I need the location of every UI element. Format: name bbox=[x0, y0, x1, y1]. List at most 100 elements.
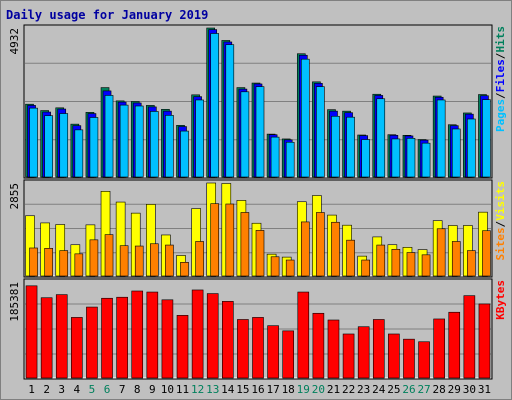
x-tick-day-17: 17 bbox=[266, 383, 279, 396]
bar-sites-day-24 bbox=[376, 244, 386, 277]
bar-pages-day-11 bbox=[180, 130, 189, 178]
bar-pages-day-15 bbox=[240, 91, 250, 178]
legend-visits: Visits bbox=[494, 181, 507, 221]
series-legend-kbytes: KBytes bbox=[494, 280, 507, 320]
bar-kbytes-day-1 bbox=[25, 285, 38, 379]
legend-files: Files bbox=[494, 59, 507, 92]
x-tick-day-6: 6 bbox=[104, 383, 111, 396]
bar-kbytes-day-15 bbox=[237, 319, 249, 379]
legend-hits: Hits bbox=[494, 26, 507, 53]
x-tick-day-19: 19 bbox=[297, 383, 310, 396]
bar-kbytes-day-8 bbox=[131, 290, 144, 379]
bar-kbytes-day-30 bbox=[463, 295, 476, 379]
x-tick-day-24: 24 bbox=[372, 383, 386, 396]
bar-sites-day-14 bbox=[225, 203, 235, 277]
bar-sites-day-28 bbox=[436, 228, 446, 277]
bar-pages-day-23 bbox=[361, 139, 370, 178]
x-tick-day-21: 21 bbox=[327, 383, 340, 396]
bar-pages-day-27 bbox=[421, 142, 431, 178]
bar-sites-day-18 bbox=[285, 259, 295, 277]
ymax-label-traffic: 4932 bbox=[8, 28, 21, 55]
bar-sites-day-30 bbox=[467, 250, 476, 277]
bar-pages-day-19 bbox=[300, 58, 310, 178]
series-legend-visits: Sites/Visits bbox=[494, 181, 507, 261]
bar-kbytes-day-23 bbox=[357, 326, 370, 379]
x-tick-day-1: 1 bbox=[28, 383, 35, 396]
x-tick-day-14: 14 bbox=[221, 383, 235, 396]
legend-separator: / bbox=[494, 53, 507, 60]
bar-kbytes-day-28 bbox=[433, 318, 445, 379]
legend-separator: / bbox=[494, 221, 507, 228]
x-tick-day-3: 3 bbox=[58, 383, 65, 396]
bar-pages-day-9 bbox=[150, 111, 159, 178]
bar-pages-day-17 bbox=[270, 136, 280, 178]
legend-pages: Pages bbox=[494, 99, 507, 132]
bar-pages-day-28 bbox=[436, 99, 446, 178]
bar-pages-day-18 bbox=[285, 141, 295, 178]
bar-sites-day-20 bbox=[316, 212, 325, 277]
bar-sites-day-27 bbox=[421, 254, 431, 277]
x-tick-day-28: 28 bbox=[433, 383, 446, 396]
bar-pages-day-7 bbox=[119, 104, 129, 178]
bar-pages-day-21 bbox=[331, 115, 340, 178]
x-tick-day-11: 11 bbox=[176, 383, 189, 396]
x-tick-day-9: 9 bbox=[149, 383, 156, 396]
chart-title: Daily usage for January 2019 bbox=[6, 8, 208, 22]
x-tick-day-23: 23 bbox=[357, 383, 370, 396]
x-tick-day-27: 27 bbox=[417, 383, 430, 396]
bar-kbytes-day-12 bbox=[191, 289, 204, 379]
bar-kbytes-day-24 bbox=[372, 319, 385, 379]
bar-kbytes-day-18 bbox=[282, 330, 294, 379]
bar-pages-day-6 bbox=[104, 95, 114, 178]
bar-sites-day-17 bbox=[270, 256, 280, 277]
legend-kbytes: KBytes bbox=[494, 280, 507, 320]
bar-sites-day-11 bbox=[180, 262, 189, 277]
bar-kbytes-day-4 bbox=[71, 317, 83, 379]
bar-pages-day-30 bbox=[467, 118, 476, 178]
bar-pages-day-1 bbox=[29, 107, 38, 178]
bar-sites-day-19 bbox=[300, 221, 310, 277]
bar-sites-day-5 bbox=[89, 239, 99, 277]
bar-kbytes-day-27 bbox=[418, 341, 430, 379]
x-tick-day-31: 31 bbox=[478, 383, 491, 396]
bar-kbytes-day-31 bbox=[478, 303, 491, 379]
bar-pages-day-4 bbox=[74, 129, 84, 178]
bar-pages-day-16 bbox=[255, 86, 265, 178]
x-tick-day-25: 25 bbox=[387, 383, 400, 396]
legend-sites: Sites bbox=[494, 227, 507, 260]
x-tick-day-12: 12 bbox=[191, 383, 204, 396]
bar-kbytes-day-22 bbox=[342, 333, 355, 379]
bar-kbytes-day-5 bbox=[86, 306, 98, 379]
bar-kbytes-day-21 bbox=[327, 319, 340, 379]
bar-sites-day-22 bbox=[346, 239, 355, 277]
bar-kbytes-day-29 bbox=[448, 311, 461, 379]
bar-sites-day-9 bbox=[150, 243, 159, 277]
x-tick-day-10: 10 bbox=[161, 383, 174, 396]
x-tick-day-15: 15 bbox=[236, 383, 249, 396]
bar-sites-day-26 bbox=[406, 252, 416, 277]
bar-kbytes-day-3 bbox=[55, 294, 68, 379]
x-tick-day-22: 22 bbox=[342, 383, 355, 396]
bar-pages-day-2 bbox=[44, 115, 53, 178]
x-tick-day-8: 8 bbox=[134, 383, 141, 396]
bar-sites-day-6 bbox=[104, 234, 114, 277]
x-tick-day-4: 4 bbox=[74, 383, 81, 396]
x-tick-day-2: 2 bbox=[43, 383, 50, 396]
bar-sites-day-2 bbox=[44, 248, 53, 277]
bar-kbytes-day-10 bbox=[161, 299, 174, 379]
bar-sites-day-16 bbox=[255, 230, 265, 277]
bar-sites-day-8 bbox=[134, 245, 144, 277]
bar-sites-day-29 bbox=[451, 241, 461, 277]
bar-pages-day-5 bbox=[89, 117, 99, 178]
ymax-label-visits: 2855 bbox=[8, 183, 21, 210]
bar-sites-day-31 bbox=[482, 230, 491, 277]
bar-sites-day-12 bbox=[195, 241, 204, 277]
bar-sites-day-21 bbox=[331, 221, 340, 277]
bar-kbytes-day-13 bbox=[206, 293, 219, 379]
bar-kbytes-day-9 bbox=[146, 291, 159, 379]
bar-sites-day-23 bbox=[361, 259, 370, 277]
bar-pages-day-31 bbox=[482, 99, 491, 178]
bar-pages-day-24 bbox=[376, 98, 386, 178]
